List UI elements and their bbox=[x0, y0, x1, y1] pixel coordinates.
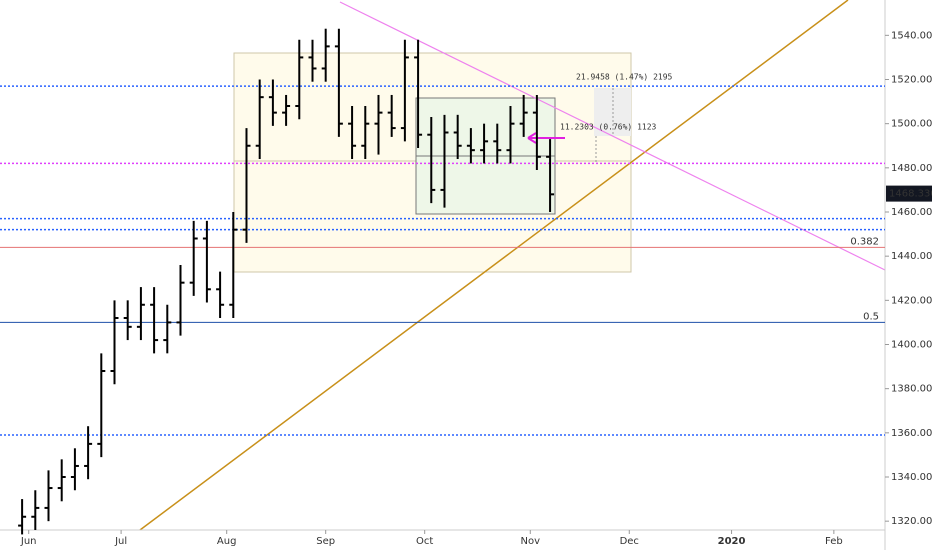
trend-line bbox=[339, 1, 886, 271]
y-tick-label: 1460.0000 bbox=[891, 207, 932, 218]
x-tick-label: Sep bbox=[316, 536, 335, 547]
x-tick-label: Feb bbox=[825, 536, 843, 547]
y-tick-label: 1360.0000 bbox=[891, 428, 932, 439]
y-tick-label: 1440.0000 bbox=[891, 251, 932, 262]
y-tick-label: 1380.0000 bbox=[891, 384, 932, 395]
last-price-label: 1468.3300 bbox=[889, 189, 932, 200]
level-label: 0.5 bbox=[863, 311, 879, 322]
y-tick-label: 1480.0000 bbox=[891, 163, 932, 174]
y-tick-label: 1420.0000 bbox=[891, 295, 932, 306]
y-tick-label: 1520.0000 bbox=[891, 75, 932, 86]
last-price-tag bbox=[886, 185, 932, 202]
y-tick-label: 1540.0000 bbox=[891, 30, 932, 41]
x-tick-label: Aug bbox=[217, 536, 237, 547]
trend-line bbox=[139, 0, 849, 531]
y-tick-label: 1400.0000 bbox=[891, 340, 932, 351]
level-label: 0.382 bbox=[850, 236, 879, 247]
x-tick-label: Jul bbox=[114, 536, 127, 547]
x-tick-label: Jun bbox=[20, 536, 37, 547]
y-tick-label: 1320.0000 bbox=[891, 516, 932, 527]
x-tick-label: Dec bbox=[620, 536, 639, 547]
arrow-head bbox=[527, 132, 537, 144]
x-tick-label: Oct bbox=[416, 536, 433, 547]
y-tick-label: 1340.0000 bbox=[891, 472, 932, 483]
y-tick-label: 1500.0000 bbox=[891, 119, 932, 130]
measure-label: 11.2303 (0.76%) 1123 bbox=[560, 123, 657, 132]
x-tick-label: 2020 bbox=[718, 536, 746, 547]
x-tick-label: Nov bbox=[521, 536, 541, 547]
measure-label: 21.9458 (1.47%) 2195 bbox=[576, 73, 673, 82]
